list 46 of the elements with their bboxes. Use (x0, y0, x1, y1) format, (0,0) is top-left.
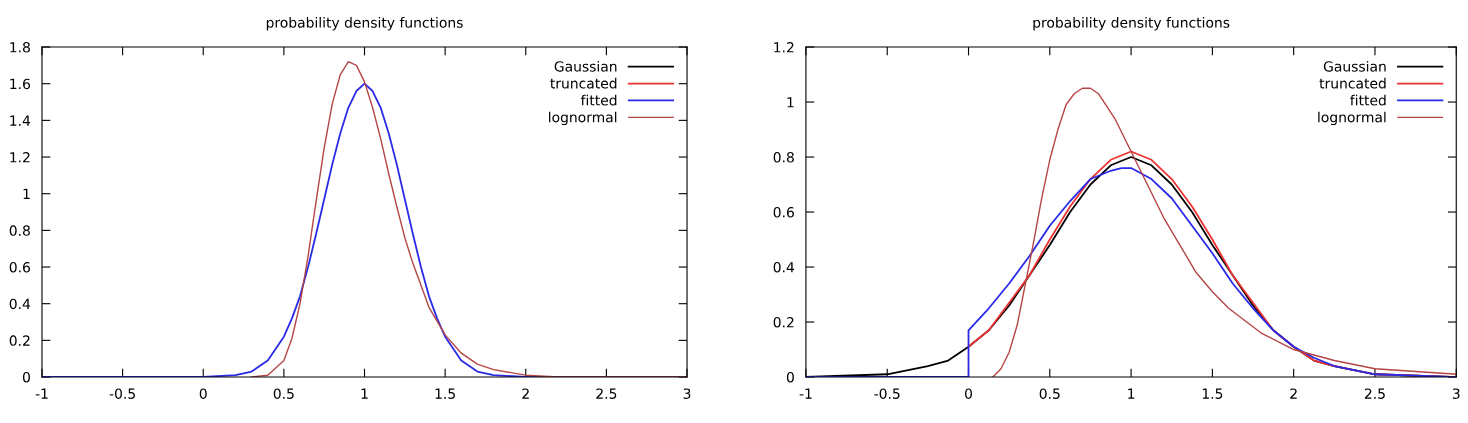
chart-title: probability density functions (266, 17, 463, 31)
chart-title: probability density functions (1033, 17, 1230, 31)
legend-label: Gaussian (554, 60, 617, 72)
y-tick-label: 0 (22, 371, 30, 383)
x-tick-label: 0.5 (273, 388, 294, 399)
legend-label: fitted (580, 94, 617, 106)
legend-label: truncated (1319, 77, 1386, 89)
x-tick-label: -1 (35, 388, 48, 399)
x-tick-label: 3 (683, 388, 691, 399)
x-tick-label: 2.5 (596, 388, 617, 399)
x-tick-label: 1.5 (1202, 388, 1223, 399)
legend-label: fitted (1350, 94, 1386, 106)
legend-label: truncated (550, 77, 617, 89)
x-tick-label: 2 (522, 388, 529, 399)
y-tick-label: 1.2 (774, 42, 794, 53)
y-tick-label: 0.4 (9, 298, 31, 310)
y-tick-label: 0.8 (773, 152, 794, 163)
y-tick-label: 0.8 (9, 225, 30, 236)
legend-label: Gaussian (1323, 60, 1386, 72)
x-tick-label: 0.5 (1039, 388, 1060, 399)
x-tick-label: 1 (1128, 388, 1135, 399)
x-tick-label: 0 (965, 388, 973, 399)
y-tick-label: 0.6 (9, 261, 30, 273)
y-tick-label: 0.2 (773, 316, 794, 328)
y-tick-label: 1.4 (10, 115, 31, 126)
x-tick-label: 2.5 (1364, 388, 1385, 399)
line-series (992, 87, 1457, 378)
y-tick-label: 1.6 (10, 78, 30, 90)
y-tick-label: 0.6 (773, 207, 794, 218)
y-tick-label: 1 (23, 188, 30, 199)
legend-label: lognormal (1318, 111, 1386, 126)
y-tick-label: 1.2 (10, 152, 30, 163)
x-tick-label: 1.5 (435, 388, 455, 399)
y-tick-label: 1 (787, 97, 794, 108)
legend-label: lognormal (549, 111, 617, 126)
y-tick-label: 1.8 (10, 42, 30, 53)
y-tick-label: 0 (786, 371, 794, 383)
x-tick-label: 3 (1452, 388, 1460, 399)
x-tick-label: 2 (1290, 388, 1297, 399)
x-tick-label: 1 (361, 388, 368, 399)
x-tick-label: 0 (199, 388, 207, 399)
x-tick-label: -1 (799, 388, 812, 399)
y-tick-label: 0.4 (773, 261, 795, 273)
y-tick-label: 0.2 (9, 335, 30, 346)
x-tick-label: -0.5 (874, 388, 900, 399)
x-tick-label: -0.5 (109, 388, 135, 399)
